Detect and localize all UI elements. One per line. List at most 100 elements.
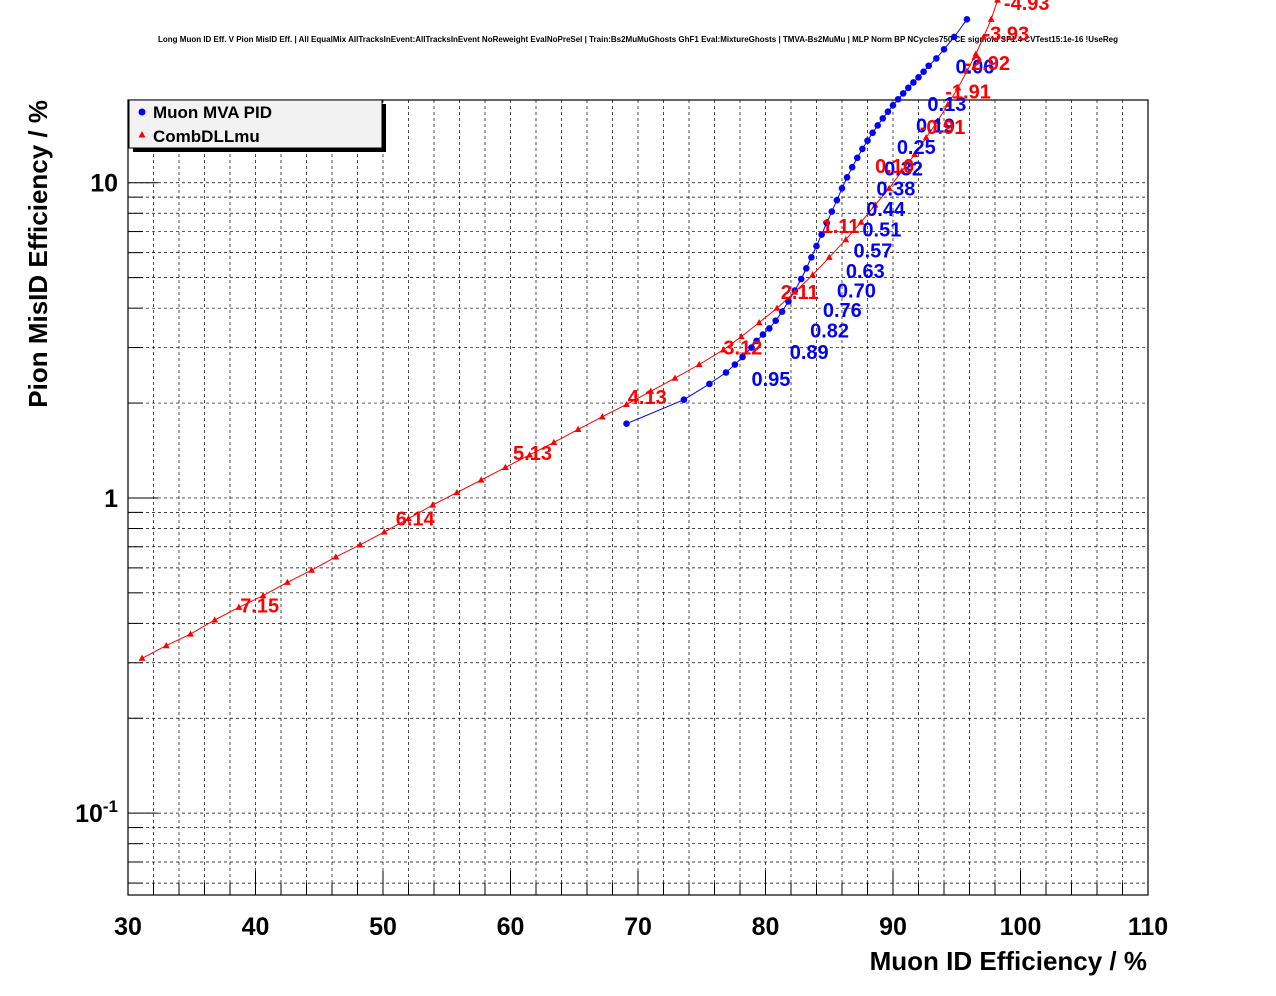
- point-label: 0.10: [875, 156, 914, 178]
- point-label: 2.11: [781, 282, 819, 304]
- point-label: 0.44: [866, 199, 906, 221]
- data-point: [915, 74, 922, 81]
- data-point: [950, 33, 958, 41]
- data-point: [879, 115, 887, 122]
- data-point: [720, 346, 727, 353]
- data-point: [838, 185, 846, 192]
- data-point: [899, 90, 907, 97]
- point-label: -4.93: [1004, 0, 1050, 15]
- point-label: 0.19: [916, 115, 955, 137]
- point-label: -0.91: [920, 117, 966, 139]
- legend-marker-muon-mva-pid: [138, 108, 146, 116]
- x-tick-label: 60: [497, 913, 525, 941]
- x-tick-label: 100: [1000, 913, 1042, 941]
- x-tick-label: 30: [114, 913, 142, 941]
- point-label: 0.13: [927, 94, 966, 116]
- series-combdllmu: [138, 0, 1001, 661]
- series-layer: [138, 0, 1001, 661]
- data-point: [574, 425, 582, 432]
- data-point: [753, 337, 760, 345]
- data-point: [808, 253, 815, 261]
- data-point: [695, 360, 703, 368]
- y-tick-label: 10: [90, 170, 118, 198]
- point-label: 0.76: [823, 300, 862, 322]
- point-label: 5.13: [513, 443, 552, 465]
- data-point: [857, 218, 865, 225]
- point-label: -2.92: [964, 53, 1010, 75]
- data-point: [502, 463, 509, 470]
- data-point: [755, 318, 763, 326]
- data-point: [894, 95, 902, 103]
- data-point: [778, 308, 786, 315]
- y-axis: 10-1 1 10: [75, 170, 158, 884]
- data-point: [854, 154, 861, 162]
- data-point: [187, 630, 194, 637]
- data-point: [963, 15, 971, 23]
- data-point: [283, 578, 291, 585]
- data-point: [933, 55, 940, 62]
- data-point: [922, 134, 930, 141]
- point-label: 3.12: [723, 338, 762, 360]
- data-point: [859, 145, 866, 153]
- legend-box: [128, 99, 383, 149]
- point-label: 0.38: [876, 178, 915, 200]
- data-point: [598, 413, 606, 420]
- data-point: [874, 122, 881, 129]
- x-tick-label: 50: [369, 913, 397, 941]
- legend-marker-combdllmu: [138, 131, 146, 138]
- data-point: [818, 231, 825, 238]
- data-point: [332, 553, 340, 560]
- data-point: [869, 129, 876, 137]
- point-label: -1.91: [945, 81, 991, 103]
- chart-title: Long Muon ID Eff. V Pion MisID Eff. | Al…: [158, 35, 1118, 44]
- data-point: [429, 501, 437, 508]
- data-point: [623, 400, 630, 408]
- data-point: [803, 265, 810, 272]
- data-point: [706, 380, 713, 388]
- data-point: [954, 84, 962, 91]
- data-point: [680, 396, 688, 403]
- data-point: [647, 387, 655, 394]
- data-point: [259, 591, 267, 599]
- point-label: 0.63: [846, 261, 885, 283]
- data-point: [797, 275, 805, 283]
- data-point: [809, 271, 817, 278]
- point-label: 0.95: [751, 369, 790, 391]
- data-point: [671, 374, 679, 381]
- data-point: [748, 344, 755, 351]
- data-point: [737, 332, 745, 340]
- point-label: 7.15: [240, 596, 279, 618]
- data-point: [843, 174, 851, 181]
- x-tick-label: 40: [242, 913, 270, 941]
- data-point: [828, 208, 836, 215]
- data-point: [162, 642, 170, 649]
- y-axis-title: Pion MisID Efficiency / %: [23, 100, 53, 408]
- point-label: 0.51: [862, 220, 901, 242]
- data-point: [848, 163, 856, 171]
- data-point: [623, 420, 630, 428]
- point-label: 0.32: [884, 158, 923, 180]
- point-labels: 0.06 0.130.190.250.320.380.440.510.570.63…: [240, 0, 1050, 618]
- data-point: [987, 15, 995, 22]
- x-tick-label: 80: [752, 913, 780, 941]
- legend-label-muon-mva-pid: Muon MVA PID: [153, 103, 272, 122]
- x-tick-label: 90: [879, 913, 907, 941]
- point-label: 6.14: [396, 509, 436, 531]
- data-point: [823, 219, 830, 227]
- point-label: 0.89: [790, 342, 829, 364]
- point-label: 0.57: [853, 240, 892, 262]
- y-tick-label: 1: [104, 485, 118, 513]
- data-point: [138, 654, 146, 661]
- data-point: [453, 488, 461, 496]
- data-point: [813, 242, 820, 250]
- point-label: 0.82: [810, 320, 849, 342]
- point-label: 4.13: [628, 387, 667, 409]
- point-label: 0.25: [897, 137, 936, 159]
- data-point: [759, 331, 767, 338]
- data-point: [356, 541, 364, 548]
- data-point: [980, 33, 987, 40]
- data-point: [889, 102, 897, 109]
- data-point: [739, 353, 746, 361]
- data-point: [911, 150, 919, 157]
